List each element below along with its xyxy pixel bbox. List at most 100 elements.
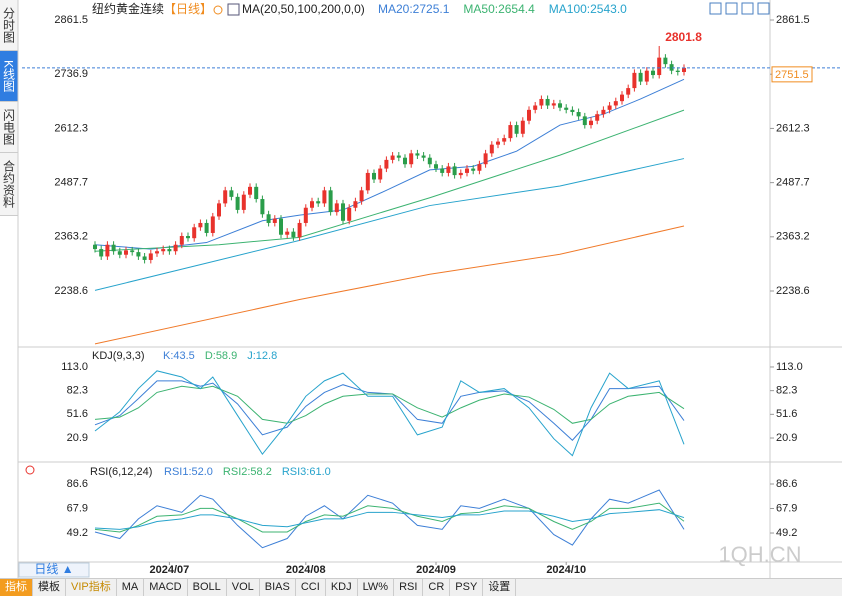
candle-body [322, 190, 327, 204]
bottom-tab[interactable]: KDJ [326, 579, 358, 596]
candle-body [353, 201, 358, 208]
bottom-tab[interactable]: 设置 [483, 579, 517, 596]
candle-body [465, 168, 469, 173]
indicator-icon[interactable] [227, 3, 240, 16]
tool-icon[interactable] [757, 2, 770, 15]
candle-body [533, 105, 538, 110]
y-tick-label: 67.9 [67, 502, 88, 514]
bottom-tab[interactable]: 模板 [33, 579, 66, 596]
candle-body [496, 141, 500, 145]
candle-body [93, 244, 97, 250]
candle-body [210, 216, 215, 233]
candle-body [682, 67, 686, 72]
candle-body [396, 155, 401, 158]
settings-icon[interactable] [25, 465, 35, 475]
y-tick-label: 51.6 [67, 408, 88, 420]
side-tab[interactable]: K线图 [0, 51, 18, 102]
candle-body [217, 203, 221, 217]
candle-body [173, 244, 178, 252]
bottom-tab[interactable]: VOL [227, 579, 260, 596]
last-price-label: 2751.5 [775, 69, 809, 81]
candle-body [651, 70, 655, 76]
candle-body [167, 249, 172, 252]
candle-body [589, 120, 593, 126]
side-tab[interactable]: 合约资料 [0, 153, 18, 216]
candle-body [142, 256, 147, 260]
candle-body [527, 109, 531, 121]
candle-body [272, 218, 277, 223]
bottom-tab[interactable]: CR [423, 579, 451, 596]
candle-body [347, 207, 352, 221]
candle-body [607, 105, 612, 110]
y-tick-label: 113.0 [61, 361, 88, 373]
bottom-tab[interactable]: 指标 [0, 579, 33, 596]
indicator: MA(20,50,100,200,0,0) [242, 2, 365, 16]
add-icon[interactable] [213, 5, 223, 15]
legend-entry: D:58.9 [205, 350, 237, 362]
bottom-tab[interactable]: MACD [144, 579, 188, 596]
toolbar [709, 2, 770, 15]
tool-icon[interactable] [709, 2, 722, 15]
period-button-label[interactable]: 日线 ▲ [34, 562, 73, 576]
period-button[interactable] [18, 562, 90, 578]
y-tick-label: 86.6 [67, 478, 88, 490]
legend-entry: J:12.8 [247, 350, 277, 362]
tool-icon[interactable] [741, 2, 754, 15]
y-tick-label: 86.6 [776, 478, 797, 490]
candle-body [669, 64, 674, 71]
line [94, 509, 685, 530]
candle-body [359, 190, 364, 202]
tool-icon[interactable] [725, 2, 738, 15]
candle-body [421, 155, 426, 158]
bottom-tab[interactable]: PSY [450, 579, 484, 596]
y-tick-label: 2612.3 [54, 122, 88, 134]
candle-body [483, 153, 488, 165]
y-tick-label: 2861.5 [776, 14, 810, 26]
candle-body [241, 194, 246, 210]
legend-entry: RSI1:52.0 [164, 466, 213, 478]
legend-entry: K:43.5 [163, 350, 195, 362]
candle-body [365, 172, 370, 191]
candle-body [434, 164, 438, 169]
candle-body [489, 144, 494, 154]
bottom-tab[interactable]: RSI [394, 579, 424, 596]
line [94, 158, 685, 291]
candle-body [291, 231, 296, 238]
side-tab[interactable]: 分时图 [0, 0, 18, 51]
candle-body [285, 231, 290, 235]
candle-body [675, 70, 680, 72]
candle-body [266, 214, 271, 223]
candle-body [117, 251, 122, 255]
legend-entry: MA50:2654.4 [463, 2, 535, 16]
candle-body [235, 196, 240, 210]
candle-body [458, 172, 463, 176]
candle-body [613, 101, 618, 106]
bottom-tab[interactable]: MA [117, 579, 145, 596]
candle-body [471, 168, 476, 171]
line [94, 78, 685, 250]
candle-body [161, 249, 166, 252]
bottom-tab[interactable]: BOLL [188, 579, 227, 596]
candle-body [136, 252, 141, 257]
candle-body [601, 109, 606, 115]
line [94, 370, 685, 457]
candle-body [576, 112, 581, 117]
legend-entry: MA20:2725.1 [378, 2, 450, 16]
period: 【日线】 [164, 2, 212, 16]
candle-body [384, 159, 389, 169]
candle-body [620, 94, 624, 102]
y-tick-label: 2736.9 [54, 68, 88, 80]
y-tick-label: 49.2 [67, 527, 88, 539]
y-tick-label: 2238.6 [776, 285, 810, 297]
candle-body [632, 72, 637, 89]
bottom-tab[interactable]: VIP指标 [66, 579, 117, 596]
candle-body [409, 153, 414, 165]
bottom-tab[interactable]: CCI [296, 579, 326, 596]
y-tick-label: 2487.7 [776, 177, 810, 189]
side-tab[interactable]: 闪电图 [0, 102, 18, 153]
high-annotation: 2801.8 [665, 30, 702, 44]
bottom-tab[interactable]: BIAS [260, 579, 296, 596]
bottom-tab[interactable]: LW% [358, 579, 395, 596]
y-tick-label: 82.3 [776, 385, 797, 397]
